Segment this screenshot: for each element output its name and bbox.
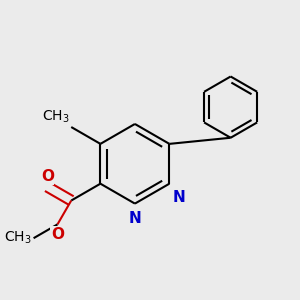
Text: N: N xyxy=(172,190,185,205)
Text: CH$_3$: CH$_3$ xyxy=(4,230,32,246)
Text: O: O xyxy=(51,227,64,242)
Text: N: N xyxy=(128,211,141,226)
Text: O: O xyxy=(41,169,54,184)
Text: CH$_3$: CH$_3$ xyxy=(42,109,70,125)
